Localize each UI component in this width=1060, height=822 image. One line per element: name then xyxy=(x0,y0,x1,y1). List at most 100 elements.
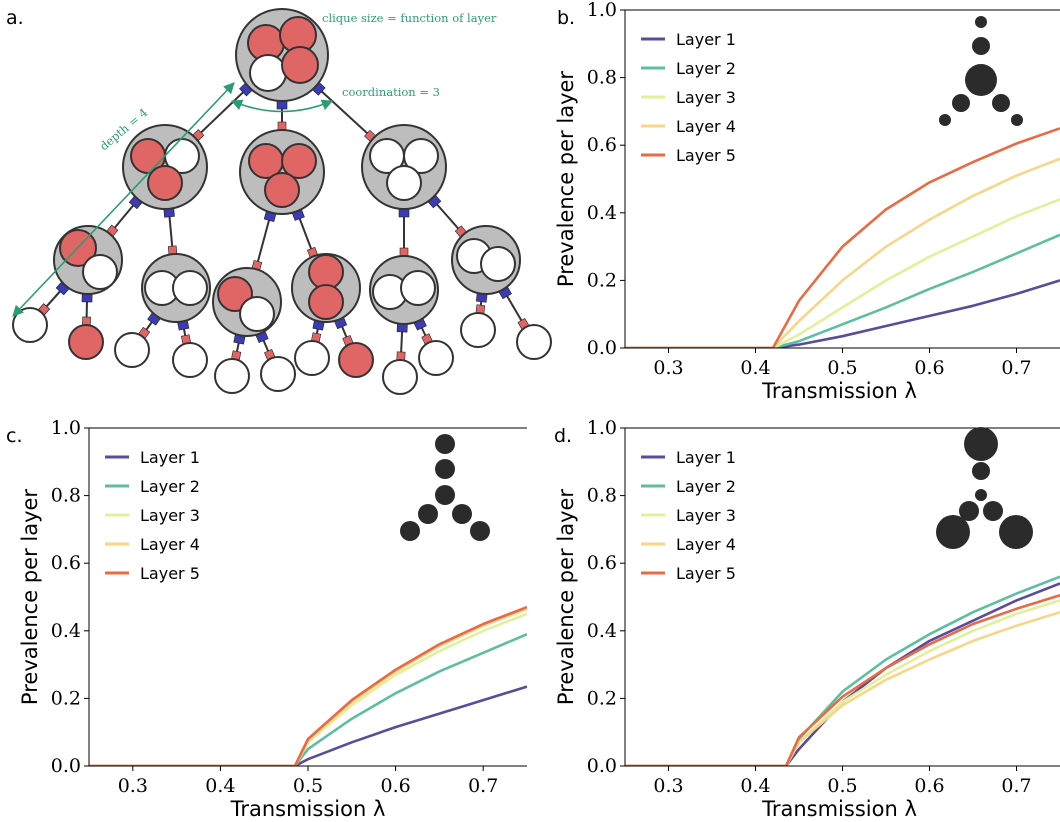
series-group xyxy=(625,575,1060,766)
panel-letter: d. xyxy=(554,425,572,447)
panel-letter: c. xyxy=(6,425,23,447)
x-tick-label: 0.6 xyxy=(914,357,944,379)
y-tick-label: 0.4 xyxy=(587,202,617,224)
x-tick-label: 0.4 xyxy=(205,775,235,797)
clique-member xyxy=(403,138,439,174)
legend-label: Layer 1 xyxy=(676,448,736,467)
chart-panel-c: c. 0.3 0.4 0.5 0.6 0.7 0.0 0.2 0.4 0.6 0.8 1.0 Trans… xyxy=(6,417,527,821)
series-line xyxy=(625,279,1060,348)
leaf-node xyxy=(294,340,330,376)
x-tick-label: 0.6 xyxy=(914,775,944,797)
leaf-node xyxy=(382,359,418,395)
coordination-annotation: coordination = 3 xyxy=(342,85,440,99)
y-tick-label: 0.6 xyxy=(587,134,617,156)
chart-panel-b: b. 0.3 0.4 0.5 0.6 0.7 0.0 0.2 0.4 0.6 0.8 1.0 Trans… xyxy=(554,0,1060,403)
clique-member xyxy=(249,54,287,92)
clique-member xyxy=(264,172,300,208)
clique-member xyxy=(281,143,317,179)
structure-inset-node xyxy=(983,501,1003,521)
x-tick-label: 0.4 xyxy=(740,775,770,797)
y-tick-label: 0.4 xyxy=(51,620,81,642)
y-tick-label: 0.2 xyxy=(51,687,81,709)
structure-inset-node xyxy=(952,94,970,112)
leaf-node xyxy=(418,340,454,376)
legend-label: Layer 2 xyxy=(140,477,200,496)
y-tick-label: 0.8 xyxy=(51,485,81,507)
leaf-node xyxy=(260,356,296,392)
y-tick-label: 0.0 xyxy=(51,755,81,777)
series-line xyxy=(89,607,527,766)
series-group xyxy=(89,605,527,766)
clique-member xyxy=(147,165,183,201)
clique-member xyxy=(386,165,422,201)
structure-inset-node xyxy=(1011,114,1023,126)
leaf-node xyxy=(214,358,250,394)
leaf-node xyxy=(516,324,552,360)
series-line xyxy=(625,599,1060,766)
y-tick-label: 0.0 xyxy=(587,337,617,359)
structure-inset-node xyxy=(936,515,970,549)
y-axis-label: Prevalence per layer xyxy=(18,489,42,705)
clique-member xyxy=(480,246,516,282)
series-line xyxy=(625,127,1060,348)
depth-arrow xyxy=(12,82,235,317)
clique-size-annotation: clique size = function of layer xyxy=(322,11,497,25)
x-tick-label: 0.3 xyxy=(118,775,148,797)
x-tick-label: 0.5 xyxy=(293,775,323,797)
y-tick-label: 0.6 xyxy=(51,552,81,574)
x-tick-label: 0.6 xyxy=(380,775,410,797)
structure-inset-node xyxy=(972,462,990,480)
legend-label: Layer 2 xyxy=(676,59,736,78)
structure-inset-node xyxy=(972,37,990,55)
legend-label: Layer 1 xyxy=(140,448,200,467)
leaf-node xyxy=(12,307,48,343)
series-line xyxy=(89,685,527,766)
x-tick-label: 0.7 xyxy=(1001,775,1031,797)
legend-label: Layer 5 xyxy=(676,564,736,583)
legend-label: Layer 3 xyxy=(676,506,736,525)
y-tick-label: 0.4 xyxy=(587,620,617,642)
structure-inset-node xyxy=(435,485,455,505)
series-line xyxy=(625,233,1060,348)
series-line xyxy=(89,633,527,766)
series-line xyxy=(625,594,1060,766)
structure-inset-node xyxy=(965,64,997,96)
legend-label: Layer 3 xyxy=(676,88,736,107)
coordination-arrow xyxy=(230,99,334,113)
y-tick-label: 0.6 xyxy=(587,552,617,574)
series-line xyxy=(89,605,527,766)
structure-inset-node xyxy=(435,434,455,454)
x-tick-label: 0.3 xyxy=(653,357,683,379)
x-axis-label: Transmission λ xyxy=(761,379,917,403)
structure-inset-node xyxy=(470,521,490,541)
y-tick-label: 1.0 xyxy=(51,417,81,439)
diagram-nodes xyxy=(12,8,552,395)
x-tick-label: 0.5 xyxy=(827,775,857,797)
leaf-node xyxy=(338,342,374,378)
structure-inset-node xyxy=(418,504,438,524)
structure-inset-node xyxy=(964,427,998,461)
clique-member xyxy=(308,284,344,320)
y-tick-label: 0.0 xyxy=(587,755,617,777)
series-group xyxy=(625,127,1060,348)
clique-member xyxy=(400,270,436,306)
leaf-node xyxy=(172,342,208,378)
diagram-edges xyxy=(29,54,535,378)
y-tick-label: 0.8 xyxy=(587,67,617,89)
x-tick-label: 0.7 xyxy=(1001,357,1031,379)
structure-inset-node xyxy=(435,459,455,479)
legend-label: Layer 4 xyxy=(676,535,736,554)
legend-label: Layer 2 xyxy=(676,477,736,496)
x-tick-label: 0.7 xyxy=(468,775,498,797)
legend-label: Layer 5 xyxy=(676,146,736,165)
y-tick-label: 0.2 xyxy=(587,687,617,709)
x-tick-label: 0.5 xyxy=(827,357,857,379)
legend-label: Layer 1 xyxy=(676,30,736,49)
structure-inset-node xyxy=(992,94,1010,112)
structure-inset-node xyxy=(975,489,987,501)
y-tick-label: 0.8 xyxy=(587,485,617,507)
structure-inset-node xyxy=(959,501,979,521)
y-axis-label: Prevalence per layer xyxy=(554,71,578,287)
y-tick-label: 1.0 xyxy=(587,0,617,21)
